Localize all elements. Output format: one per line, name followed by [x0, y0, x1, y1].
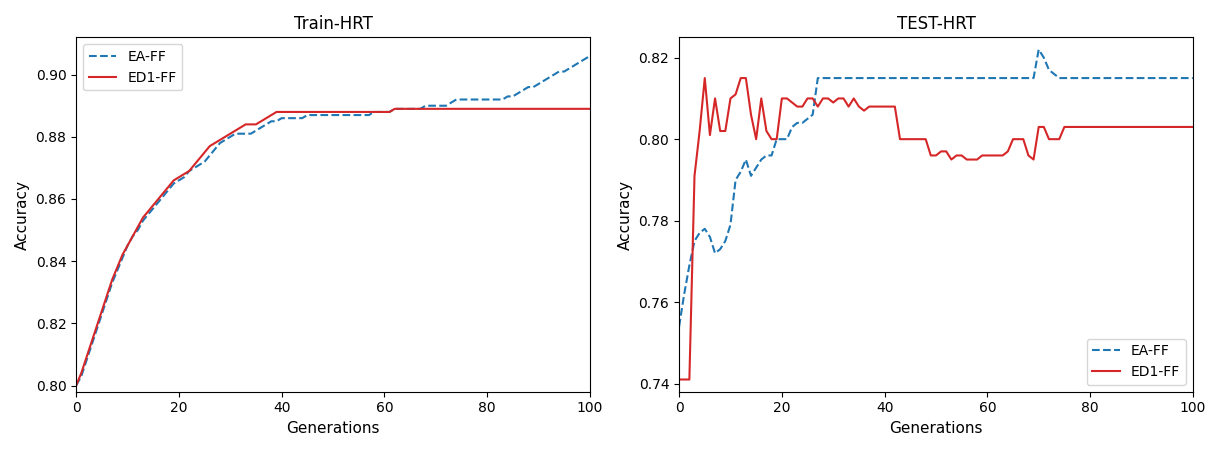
- Y-axis label: Accuracy: Accuracy: [618, 179, 632, 249]
- Line: EA-FF: EA-FF: [679, 50, 1193, 327]
- EA-FF: [105, 280, 120, 285]
- Legend: EA-FF, ED1-FF: EA-FF, ED1-FF: [83, 44, 182, 90]
- Title: Train-HRT: Train-HRT: [293, 15, 372, 33]
- ED1-FF: [377, 109, 392, 115]
- EA-FF: [305, 112, 320, 118]
- EA-FF: [800, 116, 814, 121]
- ED1-FF: [198, 150, 212, 155]
- ED1-FF: [459, 106, 474, 111]
- EA-FF: [908, 75, 923, 81]
- EA-FF: [1062, 75, 1077, 81]
- Line: ED1-FF: ED1-FF: [679, 78, 1193, 379]
- EA-FF: [1032, 47, 1046, 52]
- EA-FF: [1186, 75, 1200, 81]
- ED1-FF: [1037, 124, 1051, 129]
- Y-axis label: Accuracy: Accuracy: [15, 179, 31, 249]
- EA-FF: [672, 324, 686, 329]
- Title: TEST-HRT: TEST-HRT: [896, 15, 976, 33]
- ED1-FF: [433, 106, 448, 111]
- ED1-FF: [387, 106, 402, 111]
- ED1-FF: [806, 96, 821, 101]
- X-axis label: Generations: Generations: [889, 421, 983, 436]
- ED1-FF: [985, 153, 1000, 158]
- X-axis label: Generations: Generations: [286, 421, 380, 436]
- EA-FF: [68, 383, 83, 388]
- EA-FF: [1037, 55, 1051, 60]
- EA-FF: [708, 250, 723, 256]
- EA-FF: [429, 103, 443, 108]
- EA-FF: [454, 97, 469, 102]
- EA-FF: [198, 159, 212, 164]
- EA-FF: [980, 75, 995, 81]
- Legend: EA-FF, ED1-FF: EA-FF, ED1-FF: [1087, 339, 1186, 385]
- ED1-FF: [105, 277, 120, 282]
- ED1-FF: [697, 75, 712, 81]
- ED1-FF: [1062, 124, 1077, 129]
- ED1-FF: [68, 383, 83, 388]
- ED1-FF: [672, 377, 686, 382]
- ED1-FF: [582, 106, 597, 111]
- ED1-FF: [913, 137, 928, 142]
- EA-FF: [377, 109, 392, 115]
- ED1-FF: [713, 129, 728, 134]
- ED1-FF: [305, 109, 320, 115]
- Line: ED1-FF: ED1-FF: [76, 109, 590, 386]
- ED1-FF: [1186, 124, 1200, 129]
- EA-FF: [582, 53, 597, 59]
- Line: EA-FF: EA-FF: [76, 56, 590, 386]
